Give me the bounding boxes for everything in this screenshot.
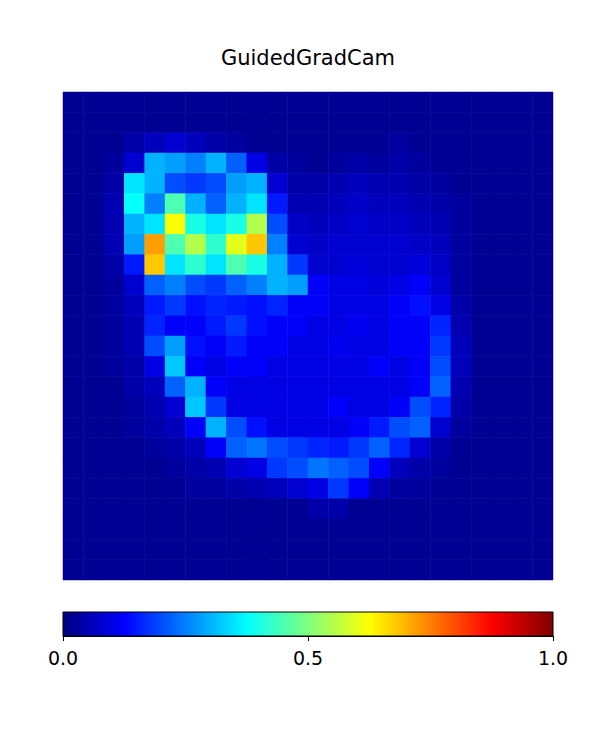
svg-text:1.0: 1.0 [538, 647, 568, 669]
svg-text:0.5: 0.5 [293, 647, 323, 669]
svg-text:0.0: 0.0 [48, 647, 78, 669]
svg-text:GuidedGradCam: GuidedGradCam [221, 46, 395, 70]
